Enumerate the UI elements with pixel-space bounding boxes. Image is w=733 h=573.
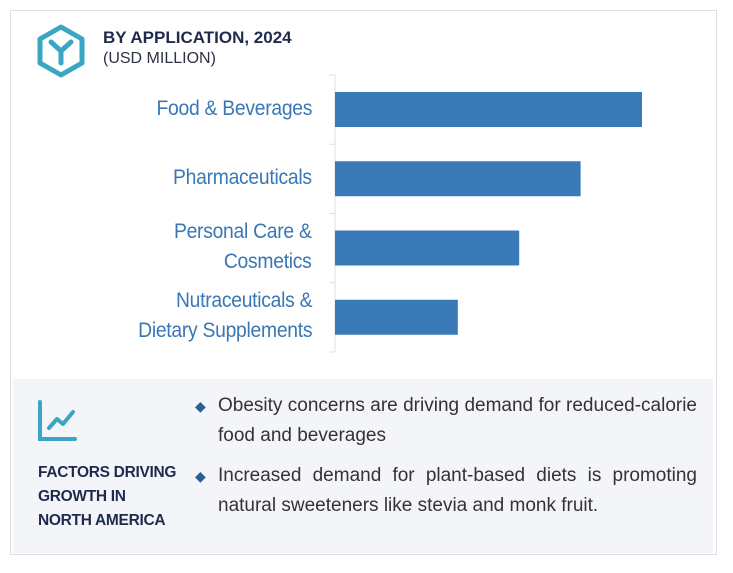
category-label: Nutraceuticals & Dietary Supplements (137, 289, 312, 342)
bar-3 (335, 299, 458, 335)
infographic-frame (10, 10, 717, 555)
hexagon-y-logo-icon (37, 24, 85, 78)
category-label: Food & Beverages (156, 97, 312, 120)
bar-2 (335, 230, 520, 266)
diamond-bullet-icon: ◆ (195, 468, 206, 484)
chart-subtitle: (USD MILLION) (103, 50, 216, 67)
diamond-bullet-icon: ◆ (195, 398, 206, 414)
bar-chart (329, 74, 642, 353)
category-label: Personal Care & Cosmetics (174, 220, 312, 273)
factor-bullet: ◆ Obesity concerns are driving demand fo… (195, 391, 697, 451)
chart-title: BY APPLICATION, 2024 (103, 28, 292, 47)
factors-heading: FACTORS DRIVING GROWTH IN NORTH AMERICA (38, 464, 177, 529)
factor-bullet: ◆ Increased demand for plant-based diets… (195, 461, 697, 521)
factors-panel (13, 379, 713, 553)
bar-1 (335, 161, 581, 197)
bar-0 (335, 92, 642, 127)
trend-line-chart-icon (38, 400, 77, 441)
category-label: Pharmaceuticals (173, 166, 312, 189)
